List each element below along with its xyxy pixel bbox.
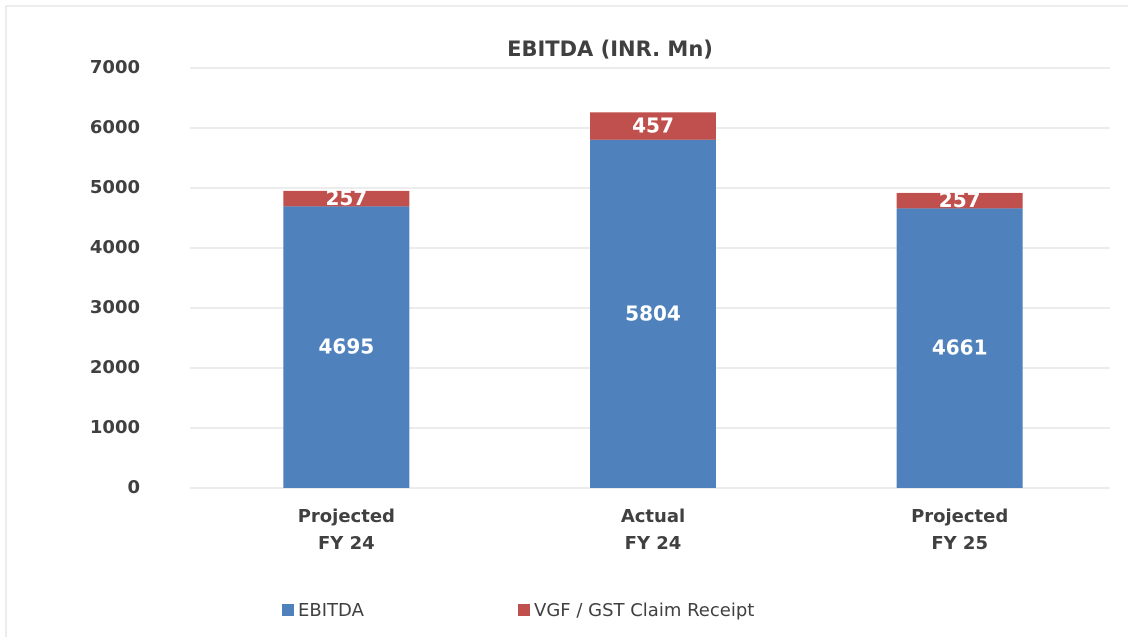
legend-swatch [282, 604, 294, 616]
bar-segment [283, 190, 410, 207]
legend-label: VGF / GST Claim Receipt [534, 600, 754, 621]
chart-title: EBITDA (INR. Mn) [507, 37, 713, 61]
value-label: 457 [632, 114, 674, 138]
y-tick-label: 5000 [90, 177, 140, 198]
y-tick-label: 1000 [90, 417, 140, 438]
value-label: 257 [939, 188, 981, 212]
bar-segment [283, 206, 410, 489]
x-tick-label: Actual FY 24 [621, 506, 685, 554]
value-label: 257 [325, 186, 367, 210]
y-tick-label: 4000 [90, 237, 140, 258]
value-label: 4695 [318, 335, 374, 359]
value-label: 4661 [932, 336, 988, 360]
bar-segment [590, 139, 716, 488]
legend-label: EBITDA [298, 600, 365, 621]
x-tick-label: Projected FY 25 [911, 506, 1008, 554]
legend-swatch [518, 604, 530, 616]
y-tick-label: 6000 [90, 117, 140, 138]
bar-segment [896, 208, 1023, 488]
bar-segment [896, 192, 1023, 209]
value-label: 5804 [625, 301, 681, 325]
y-tick-label: 3000 [90, 297, 140, 318]
x-tick-label: Projected FY 24 [298, 506, 395, 554]
y-tick-label: 0 [127, 477, 140, 498]
y-tick-label: 2000 [90, 357, 140, 378]
y-tick-label: 7000 [90, 57, 140, 78]
bar-segment [590, 112, 716, 140]
